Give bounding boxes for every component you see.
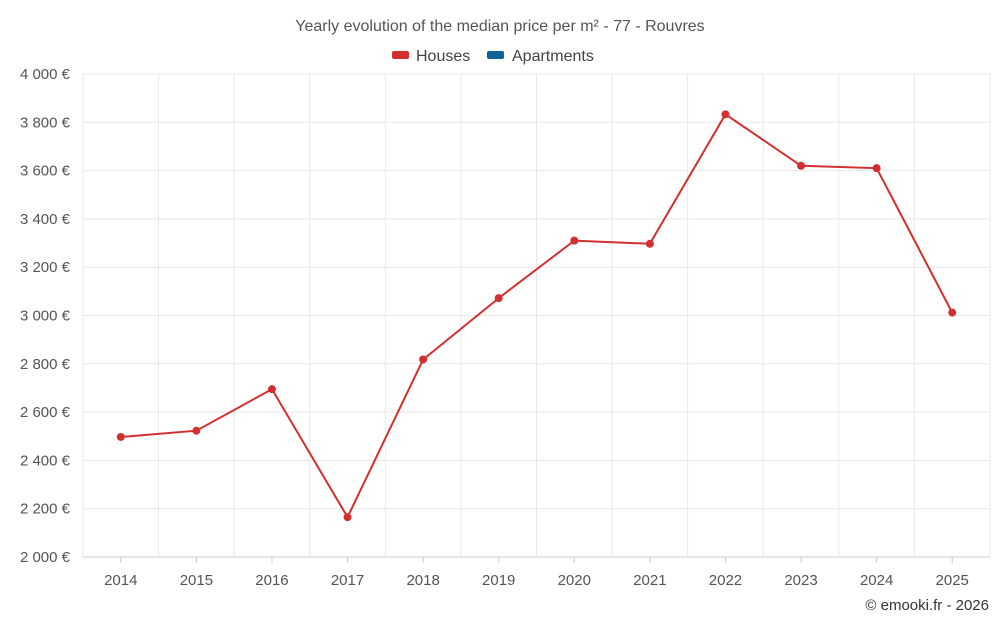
legend-label-apartments: Apartments — [512, 48, 594, 65]
legend-swatch-houses — [392, 51, 409, 59]
data-point[interactable] — [419, 355, 428, 364]
data-point[interactable] — [570, 236, 579, 245]
legend-swatch-apartments — [487, 51, 504, 59]
y-tick-label: 2 000 € — [20, 549, 71, 566]
grid — [82, 73, 991, 558]
x-tick-label: 2021 — [633, 572, 666, 589]
x-tick-label: 2014 — [104, 572, 137, 589]
data-point[interactable] — [948, 308, 957, 317]
x-tick-label: 2018 — [406, 572, 439, 589]
y-axis: 2 000 € 2 200 € 2 400 € 2 600 € 2 800 € 3 000… — [20, 66, 71, 566]
legend-item-houses[interactable]: Houses — [392, 48, 470, 65]
credit-text: © emooki.fr - 2026 — [865, 597, 989, 614]
x-axis: 2014 2015 2016 2017 2018 2019 2020 2021 2022 2023… — [104, 557, 969, 589]
x-tick-label: 2024 — [860, 572, 893, 589]
data-point[interactable] — [645, 239, 654, 248]
data-point[interactable] — [192, 426, 201, 435]
x-tick-label: 2016 — [255, 572, 288, 589]
data-point[interactable] — [721, 110, 730, 119]
y-tick-label: 2 800 € — [20, 356, 71, 373]
x-tick-label: 2019 — [482, 572, 515, 589]
x-tick-label: 2022 — [709, 572, 742, 589]
y-tick-label: 2 200 € — [20, 501, 71, 518]
y-tick-label: 2 600 € — [20, 404, 71, 421]
legend: Houses Apartments — [392, 48, 594, 65]
x-tick-label: 2015 — [180, 572, 213, 589]
data-point[interactable] — [797, 161, 806, 170]
y-tick-label: 3 400 € — [20, 211, 71, 228]
data-point[interactable] — [116, 432, 125, 441]
series-line-houses — [120, 112, 954, 520]
y-tick-label: 3 800 € — [20, 114, 71, 131]
data-point[interactable] — [494, 294, 503, 303]
legend-label-houses: Houses — [416, 48, 470, 65]
data-point[interactable] — [872, 164, 881, 173]
y-tick-label: 2 400 € — [20, 452, 71, 469]
y-tick-label: 3 600 € — [20, 163, 71, 180]
y-tick-label: 4 000 € — [20, 66, 71, 83]
x-tick-label: 2025 — [936, 572, 969, 589]
data-point[interactable] — [267, 385, 276, 394]
data-point[interactable] — [343, 513, 352, 522]
x-tick-label: 2023 — [784, 572, 817, 589]
y-tick-label: 3 200 € — [20, 259, 71, 276]
y-tick-label: 3 000 € — [20, 308, 71, 325]
plot-area — [116, 110, 957, 522]
x-tick-label: 2020 — [558, 572, 591, 589]
x-tick-label: 2017 — [331, 572, 364, 589]
chart-title: Yearly evolution of the median price per… — [295, 18, 704, 35]
legend-item-apartments[interactable]: Apartments — [487, 48, 594, 65]
